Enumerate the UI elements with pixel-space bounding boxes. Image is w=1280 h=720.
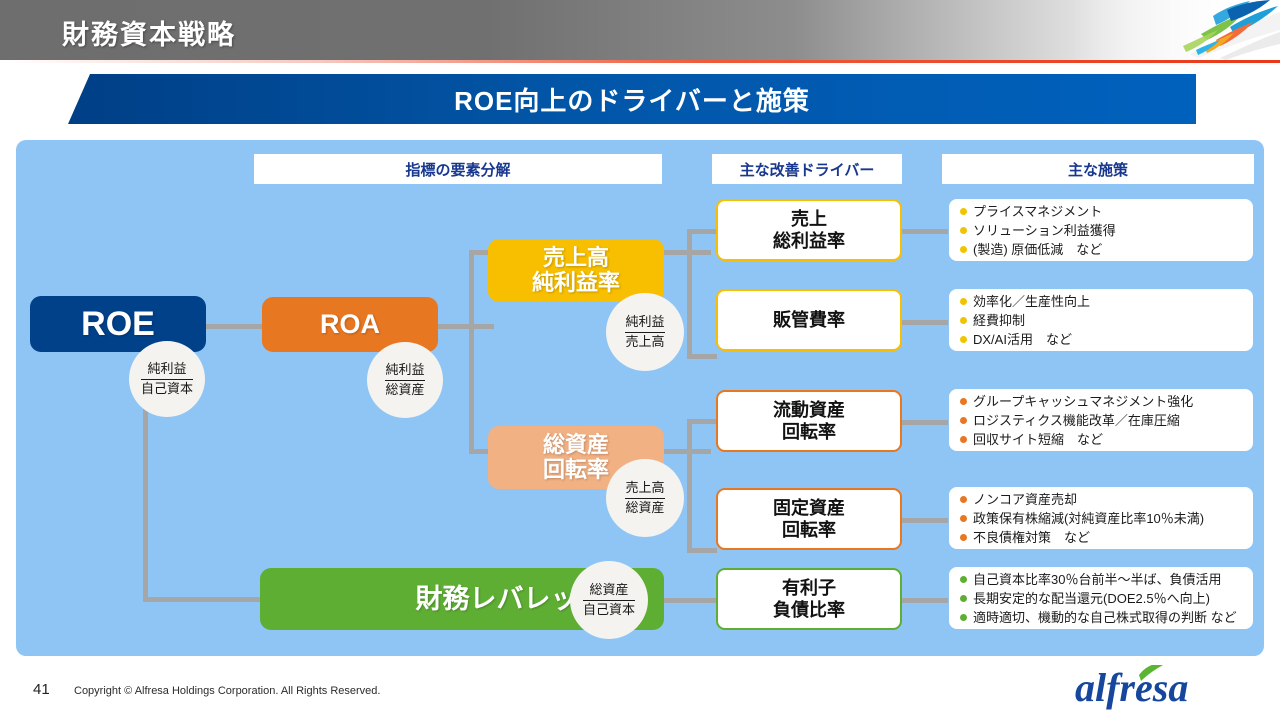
connector-margin-to-driver1 bbox=[687, 229, 717, 234]
node-asset-turnover-line2: 回転率 bbox=[542, 456, 609, 482]
slide-title: ROE向上のドライバーと施策 bbox=[454, 85, 810, 116]
measure-4-item-1: ノンコア資産売却 bbox=[960, 490, 1243, 509]
connector-roe-trunk bbox=[143, 324, 148, 602]
formula-roe-numerator: 純利益 bbox=[147, 361, 187, 377]
measure-1-item-2: ソリューション利益獲得 bbox=[960, 221, 1243, 240]
measure-2-item-2: 経費抑制 bbox=[960, 311, 1243, 330]
driver-4-line2: 回転率 bbox=[782, 520, 836, 540]
formula-roa-numerator: 純利益 bbox=[385, 362, 425, 378]
driver-4-line1: 固定資産 bbox=[773, 497, 845, 518]
connector-roe-out bbox=[205, 324, 262, 329]
connector-turnover-to-driver3 bbox=[687, 419, 717, 424]
driver-1-line1: 売上 bbox=[791, 208, 827, 229]
header-band: 財務資本戦略 bbox=[0, 0, 1280, 60]
connector-roa-split bbox=[469, 250, 474, 454]
connector-leverage-to-driver5 bbox=[659, 598, 717, 603]
column-header-drivers: 主な改善ドライバー bbox=[712, 154, 902, 184]
measure-1-item-3: (製造) 原価低減 など bbox=[960, 240, 1243, 259]
driver-3-line2: 回転率 bbox=[782, 422, 836, 442]
measure-3-item-2: ロジスティクス機能改革／在庫圧縮 bbox=[960, 411, 1243, 430]
formula-leverage-denominator: 自己資本 bbox=[582, 599, 635, 617]
page-number: 41 bbox=[33, 681, 50, 698]
measure-3-item-1: グループキャッシュマネジメント強化 bbox=[960, 392, 1243, 411]
measure-5-item-2: 長期安定的な配当還元(DOE2.5％へ向上) bbox=[960, 589, 1243, 608]
node-net-profit-margin[interactable]: 売上高 純利益率 bbox=[488, 239, 664, 302]
driver-2-line1: 販管費率 bbox=[773, 309, 845, 330]
connector-turnover-out bbox=[659, 449, 711, 454]
copyright-notice: Copyright © Alfresa Holdings Corporation… bbox=[74, 685, 381, 697]
connector-driver2-to-measure2 bbox=[902, 320, 948, 325]
measure-2-item-1: 効率化／生産性向上 bbox=[960, 292, 1243, 311]
measure-box-fixed-assets[interactable]: ノンコア資産売却 政策保有株縮減(対純資産比率10％未満) 不良債権対策 など bbox=[948, 486, 1254, 550]
measure-2-item-3: DX/AI活用 など bbox=[960, 330, 1243, 349]
node-roe-label: ROE bbox=[81, 304, 155, 343]
formula-roe-denominator: 自己資本 bbox=[140, 378, 193, 396]
header-accent-rule bbox=[0, 60, 1280, 63]
driver-box-gross-profit-margin[interactable]: 売上 総利益率 bbox=[716, 199, 902, 261]
formula-margin-numerator: 純利益 bbox=[625, 314, 665, 330]
connector-margin-split bbox=[687, 229, 692, 359]
connector-margin-out bbox=[659, 250, 711, 255]
driver-box-sga-ratio[interactable]: 販管費率 bbox=[716, 289, 902, 351]
measure-box-capital-policy[interactable]: 自己資本比率30％台前半～半ば、負債活用 長期安定的な配当還元(DOE2.5％へ… bbox=[948, 566, 1254, 630]
node-net-profit-margin-line2: 純利益率 bbox=[531, 269, 620, 295]
measure-3-item-3: 回収サイト短縮 など bbox=[960, 430, 1243, 449]
driver-5-line1: 有利子 bbox=[782, 577, 836, 598]
formula-margin-denominator: 売上高 bbox=[625, 331, 665, 349]
driver-box-interest-bearing-debt-ratio[interactable]: 有利子 負債比率 bbox=[716, 568, 902, 630]
driver-box-current-asset-turnover[interactable]: 流動資産 回転率 bbox=[716, 390, 902, 452]
measure-1-item-1: プライスマネジメント bbox=[960, 202, 1243, 221]
formula-roe: 純利益 自己資本 bbox=[129, 341, 205, 417]
formula-turnover-denominator: 総資産 bbox=[625, 497, 665, 515]
node-roa-label: ROA bbox=[320, 309, 380, 340]
connector-driver4-to-measure4 bbox=[902, 518, 948, 523]
measure-5-item-1: 自己資本比率30％台前半～半ば、負債活用 bbox=[960, 570, 1243, 589]
driver-3-line1: 流動資産 bbox=[773, 399, 845, 420]
slide-title-bar: ROE向上のドライバーと施策 bbox=[68, 74, 1196, 124]
formula-roa-denominator: 総資産 bbox=[385, 379, 425, 397]
formula-turnover-numerator: 売上高 bbox=[625, 480, 665, 496]
measure-4-item-2: 政策保有株縮減(対純資産比率10％未満) bbox=[960, 509, 1243, 528]
column-header-measures: 主な施策 bbox=[942, 154, 1254, 184]
connector-roe-to-leverage bbox=[143, 597, 260, 602]
node-asset-turnover-line1: 総資産 bbox=[542, 431, 609, 457]
column-header-decomposition: 指標の要素分解 bbox=[254, 154, 662, 184]
diagram-canvas: 指標の要素分解 主な改善ドライバー 主な施策 bbox=[16, 140, 1264, 656]
driver-1-line2: 総利益率 bbox=[773, 231, 845, 251]
measure-4-item-3: 不良債権対策 など bbox=[960, 528, 1243, 547]
measure-box-profitability[interactable]: プライスマネジメント ソリューション利益獲得 (製造) 原価低減 など bbox=[948, 198, 1254, 262]
connector-driver1-to-measure1 bbox=[902, 229, 948, 234]
measure-box-cost-efficiency[interactable]: 効率化／生産性向上 経費抑制 DX/AI活用 など bbox=[948, 288, 1254, 352]
driver-box-fixed-asset-turnover[interactable]: 固定資産 回転率 bbox=[716, 488, 902, 550]
connector-turnover-split bbox=[687, 419, 692, 553]
node-roe[interactable]: ROE bbox=[30, 296, 206, 352]
alfresa-logo: alfresa bbox=[1075, 665, 1188, 710]
connector-margin-to-driver2 bbox=[687, 354, 717, 359]
connector-roa-out bbox=[438, 324, 494, 329]
page-title: 財務資本戦略 bbox=[62, 20, 236, 50]
formula-leverage-numerator: 総資産 bbox=[589, 582, 629, 598]
node-net-profit-margin-line1: 売上高 bbox=[542, 244, 609, 270]
connector-driver5-to-measure5 bbox=[902, 598, 948, 603]
alfresa-logo-text: alfresa bbox=[1075, 665, 1188, 710]
brand-swoosh-graphic bbox=[1070, 0, 1280, 60]
connector-turnover-to-driver4 bbox=[687, 548, 717, 553]
driver-5-line2: 負債比率 bbox=[773, 600, 845, 620]
formula-financial-leverage: 総資産 自己資本 bbox=[570, 561, 648, 639]
connector-driver3-to-measure3 bbox=[902, 420, 948, 425]
formula-roa: 純利益 総資産 bbox=[367, 342, 443, 418]
formula-asset-turnover: 売上高 総資産 bbox=[606, 459, 684, 537]
measure-box-working-capital[interactable]: グループキャッシュマネジメント強化 ロジスティクス機能改革／在庫圧縮 回収サイト… bbox=[948, 388, 1254, 452]
formula-net-profit-margin: 純利益 売上高 bbox=[606, 293, 684, 371]
measure-5-item-3: 適時適切、機動的な自己株式取得の判断 など bbox=[960, 608, 1243, 627]
